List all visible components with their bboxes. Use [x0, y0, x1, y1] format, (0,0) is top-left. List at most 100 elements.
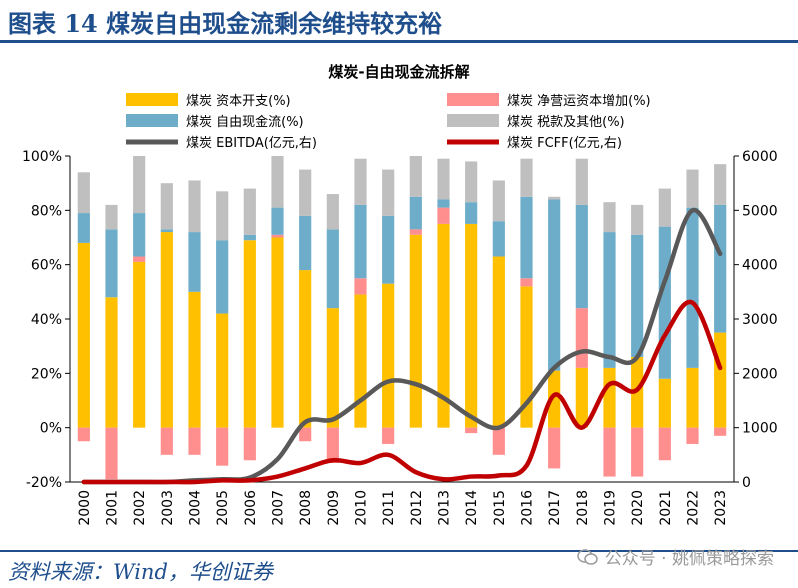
x-tick-label: 2000 [77, 490, 93, 526]
bar-wc [492, 427, 505, 455]
legend-label-ebitda: 煤炭 EBITDA(亿元,右) [186, 136, 317, 151]
right-axis-tick-label: 5000 [742, 203, 778, 219]
source-note: 资料来源：Wind，华创证券 [8, 560, 273, 584]
x-tick-label: 2018 [575, 490, 591, 526]
bar-tax [714, 164, 727, 205]
bar-fcf [520, 196, 533, 279]
bar-wc [354, 278, 367, 295]
x-tick-label: 2009 [326, 490, 342, 526]
x-tick-label: 2021 [658, 490, 674, 526]
plot-area: -20% 0% 20% 40% 60% 80% 100% 0 1000 2000 3000 4000 5… [22, 149, 778, 526]
legend-swatch-tax [447, 114, 499, 127]
left-axis-tick-label: 60% [31, 258, 62, 274]
bar-wc [575, 308, 588, 368]
x-tick-label: 2002 [132, 490, 148, 526]
left-axis-tick-label: 20% [31, 366, 62, 382]
bar-fcf [603, 232, 616, 368]
bar-wc [271, 234, 284, 238]
right-axis-tick-label: 4000 [742, 258, 778, 274]
bar-capex [575, 367, 588, 428]
bar-fcf [631, 234, 644, 358]
bar-fcf [216, 240, 229, 314]
bar-tax [354, 158, 367, 205]
left-axis-tick-label: 40% [31, 312, 62, 328]
right-axis-tick-label: 2000 [742, 366, 778, 382]
wechat-icon [577, 548, 598, 565]
bar-capex [326, 308, 339, 428]
bar-capex [714, 332, 727, 428]
watermark: 公众号 · 姚佩策略探索 [577, 544, 774, 569]
bar-fcf [354, 204, 367, 279]
bar-fcf [548, 199, 561, 371]
bar-tax [216, 191, 229, 241]
bar-tax [520, 158, 533, 197]
bar-tax [575, 158, 588, 205]
right-axis-tick-label: 6000 [742, 149, 778, 165]
bar-tax [437, 158, 450, 200]
bar-fcf [77, 213, 90, 243]
bar-capex [686, 367, 699, 428]
legend-swatch-capex [126, 93, 178, 106]
bar-wc [658, 427, 671, 461]
chart-title: 煤炭-自由现金流拆解 [328, 63, 469, 81]
x-tick-label: 2008 [298, 490, 314, 526]
x-tick-label: 2014 [464, 490, 480, 526]
bar-tax [658, 188, 671, 227]
bar-wc [631, 427, 644, 477]
x-tick-label: 2015 [492, 490, 508, 526]
bar-fcf [299, 215, 312, 271]
x-tick-label: 2020 [630, 490, 646, 526]
bar-tax [243, 188, 256, 235]
bar-wc [105, 427, 118, 480]
bar-wc [603, 427, 616, 477]
bar-tax [382, 169, 395, 216]
bar-wc [160, 427, 173, 455]
bar-tax [409, 156, 422, 197]
bar-fcf [243, 234, 256, 241]
bar-capex [658, 378, 671, 428]
bar-tax [326, 194, 339, 230]
x-tick-label: 2010 [354, 490, 370, 526]
bar-fcf [326, 229, 339, 309]
x-tick-label: 2017 [547, 490, 563, 526]
x-tick-label: 2007 [271, 490, 287, 526]
bar-wc [409, 229, 422, 235]
legend-swatch-fcf [126, 114, 178, 127]
bar-wc [133, 256, 146, 262]
bar-fcf [686, 207, 699, 368]
bar-fcf [271, 207, 284, 235]
bar-fcf [658, 226, 671, 379]
page-title: 图表 14 煤炭自由现金流剩余维持较充裕 [8, 9, 443, 38]
bar-tax [603, 202, 616, 233]
bar-fcf [188, 232, 201, 292]
bar-capex [382, 283, 395, 428]
line-fcff [81, 299, 723, 485]
bar-capex [299, 270, 312, 428]
bar-fcf [409, 196, 422, 230]
x-tick-label: 2013 [437, 490, 453, 526]
left-axis-tick-label: -20% [26, 475, 62, 491]
bar-capex [409, 234, 422, 428]
x-tick-label: 2023 [713, 490, 729, 526]
bar-fcf [160, 229, 173, 233]
bar-capex [465, 223, 478, 428]
bar-capex [188, 291, 201, 428]
bar-capex [243, 240, 256, 428]
x-tick-label: 2003 [160, 490, 176, 526]
bar-wc [548, 427, 561, 469]
legend: 煤炭 资本开支(%) 煤炭 净营运资本增加(%) 煤炭 自由现金流(%) 煤炭 … [126, 93, 651, 151]
bar-capex [133, 261, 146, 428]
footer-rule [0, 550, 798, 552]
x-tick-label: 2012 [409, 490, 425, 526]
bar-wc [216, 427, 229, 466]
bar-wc [382, 427, 395, 444]
bar-capex [520, 286, 533, 428]
bar-capex [548, 370, 561, 428]
bar-capex [105, 297, 118, 428]
x-tick-label: 2011 [381, 490, 397, 526]
bar-wc [714, 427, 727, 436]
bar-tax [133, 156, 146, 214]
x-tick-label: 2016 [520, 490, 536, 526]
bar-fcf [465, 202, 478, 224]
bar-wc [520, 278, 533, 287]
